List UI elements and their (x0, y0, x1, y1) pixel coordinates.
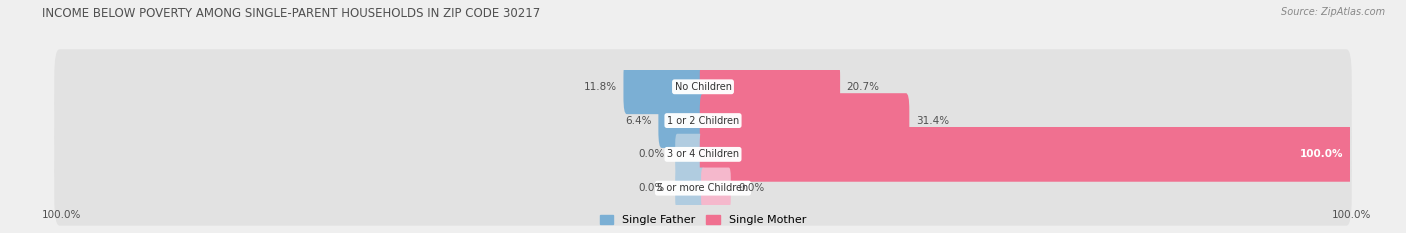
Text: 0.0%: 0.0% (638, 183, 664, 193)
FancyBboxPatch shape (700, 127, 1353, 182)
Text: 1 or 2 Children: 1 or 2 Children (666, 116, 740, 126)
Text: 3 or 4 Children: 3 or 4 Children (666, 149, 740, 159)
Text: 20.7%: 20.7% (846, 82, 880, 92)
Text: 31.4%: 31.4% (915, 116, 949, 126)
FancyBboxPatch shape (702, 168, 731, 209)
FancyBboxPatch shape (623, 59, 706, 114)
Text: 0.0%: 0.0% (738, 183, 765, 193)
FancyBboxPatch shape (675, 134, 704, 175)
Legend: Single Father, Single Mother: Single Father, Single Mother (598, 212, 808, 227)
FancyBboxPatch shape (55, 151, 1351, 226)
Text: No Children: No Children (675, 82, 731, 92)
FancyBboxPatch shape (55, 117, 1351, 192)
Text: 100.0%: 100.0% (1299, 149, 1343, 159)
FancyBboxPatch shape (55, 49, 1351, 124)
Text: Source: ZipAtlas.com: Source: ZipAtlas.com (1281, 7, 1385, 17)
FancyBboxPatch shape (675, 168, 704, 209)
FancyBboxPatch shape (700, 93, 910, 148)
FancyBboxPatch shape (55, 83, 1351, 158)
Text: 100.0%: 100.0% (1331, 210, 1371, 220)
Text: 0.0%: 0.0% (638, 149, 664, 159)
Text: 6.4%: 6.4% (626, 116, 652, 126)
Text: 100.0%: 100.0% (42, 210, 82, 220)
Text: 5 or more Children: 5 or more Children (658, 183, 748, 193)
FancyBboxPatch shape (658, 93, 706, 148)
FancyBboxPatch shape (700, 59, 841, 114)
Text: INCOME BELOW POVERTY AMONG SINGLE-PARENT HOUSEHOLDS IN ZIP CODE 30217: INCOME BELOW POVERTY AMONG SINGLE-PARENT… (42, 7, 540, 20)
Text: 11.8%: 11.8% (583, 82, 617, 92)
